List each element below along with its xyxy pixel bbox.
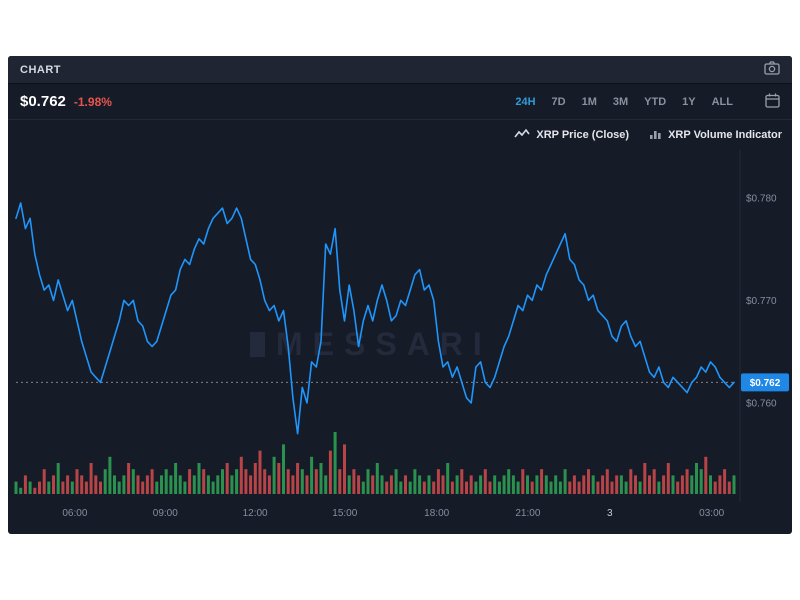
price-row: $0.762 -1.98% 24H 7D 1M 3M YTD 1Y ALL [8, 84, 792, 120]
x-axis-label: 12:00 [243, 508, 268, 519]
legend-volume-series[interactable]: XRP Volume Indicator [649, 128, 782, 143]
chart-region: MESSARI $0.780 $0.770 $0.760 06:00 09:00 12:00… [8, 150, 792, 534]
x-axis-label: 21:00 [515, 508, 540, 519]
y-axis-label: $0.760 [746, 398, 777, 409]
current-price-badge: $0.762 [741, 373, 789, 392]
x-axis-label: 06:00 [62, 508, 87, 519]
watermark: MESSARI [250, 326, 492, 362]
volume-bars [14, 432, 736, 494]
x-axis-label: 15:00 [332, 508, 357, 519]
calendar-icon [765, 93, 780, 111]
chart-legend: XRP Price (Close) XRP Volume Indicator [8, 120, 792, 150]
line-series-icon [514, 128, 530, 143]
calendar-button[interactable] [765, 93, 780, 111]
x-axis-label: 18:00 [424, 508, 449, 519]
camera-icon [764, 61, 780, 78]
current-price: $0.762 [20, 93, 66, 110]
range-button-24h[interactable]: 24H [515, 95, 536, 108]
svg-text:$0.762: $0.762 [750, 378, 781, 389]
price-chart-canvas[interactable]: MESSARI $0.780 $0.770 $0.760 06:00 09:00 12:00… [8, 150, 792, 534]
y-axis-label: $0.770 [746, 296, 777, 307]
range-selector: 24H 7D 1M 3M YTD 1Y ALL [515, 93, 780, 111]
range-button-all[interactable]: ALL [711, 95, 733, 108]
range-button-7d[interactable]: 7D [551, 95, 566, 108]
volume-bars-icon [649, 128, 662, 143]
y-axis-label: $0.780 [746, 193, 777, 204]
range-button-3m[interactable]: 3M [612, 95, 629, 108]
price-line [15, 202, 735, 435]
x-axis-label: 03:00 [699, 508, 724, 519]
camera-button[interactable] [764, 61, 780, 78]
legend-volume-label: XRP Volume Indicator [668, 129, 782, 141]
panel-title: CHART [20, 63, 61, 76]
price-change: -1.98% [73, 94, 112, 109]
x-axis-label: 09:00 [153, 508, 178, 519]
x-axis-label: 3 [607, 508, 613, 519]
range-button-ytd[interactable]: YTD [644, 95, 667, 108]
legend-price-label: XRP Price (Close) [536, 129, 630, 141]
legend-price-series[interactable]: XRP Price (Close) [514, 128, 629, 143]
range-button-1m[interactable]: 1M [581, 95, 597, 108]
range-button-1y[interactable]: 1Y [682, 95, 696, 108]
chart-panel: CHART $0.762 -1.98% 24H 7D 1M 3M YTD [8, 56, 792, 534]
panel-header: CHART [8, 56, 792, 84]
svg-text:MESSARI: MESSARI [276, 326, 492, 362]
